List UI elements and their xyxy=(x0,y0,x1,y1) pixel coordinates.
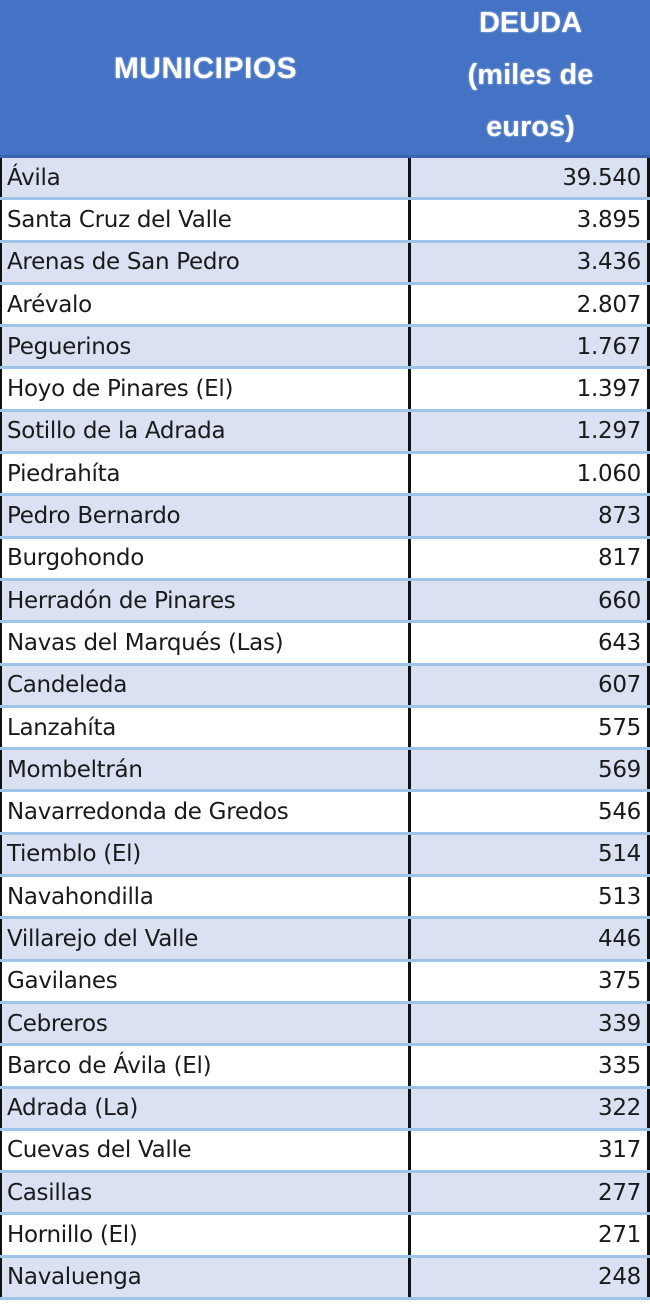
header-deuda: DEUDA (miles de euros) xyxy=(411,0,650,155)
municipio-cell: Adrada (La) xyxy=(0,1088,411,1128)
deuda-cell: 660 xyxy=(411,580,650,621)
deuda-cell: 277 xyxy=(411,1173,650,1213)
header-municipios: MUNICIPIOS xyxy=(113,51,298,85)
table-row: Lanzahíta 575 xyxy=(0,707,650,751)
table-row: Arévalo 2.807 xyxy=(0,284,650,328)
table-row: Cebreros 339 xyxy=(0,1003,650,1047)
deuda-cell: 1.397 xyxy=(411,369,650,409)
municipio-cell: Candeleda xyxy=(0,665,411,705)
table-row: Piedrahíta 1.060 xyxy=(0,454,650,497)
table-row: Sotillo de la Adrada 1.297 xyxy=(0,411,650,455)
municipio-cell: Navarredonda de Gredos xyxy=(0,792,411,832)
municipio-cell: Arévalo xyxy=(0,284,411,325)
deuda-cell: 248 xyxy=(411,1257,650,1298)
municipio-cell: Barco de Ávila (El) xyxy=(0,1046,411,1086)
deuda-cell: 335 xyxy=(411,1046,650,1086)
table-row: Navahondilla 513 xyxy=(0,877,650,920)
header-deuda-line3: euros) xyxy=(486,110,575,143)
table-body: Ávila 39.540 Santa Cruz del Valle 3.895 Aren… xyxy=(0,158,650,1301)
table-row: Hoyo de Pinares (El) 1.397 xyxy=(0,369,650,412)
municipio-cell: Pedro Bernardo xyxy=(0,496,411,536)
table-row: Navas del Marqués (Las) 643 xyxy=(0,623,650,666)
deuda-cell: 3.895 xyxy=(411,200,650,240)
table-header: MUNICIPIOS DEUDA (miles de euros) xyxy=(0,0,650,158)
deuda-cell: 39.540 xyxy=(411,158,650,198)
table-row: Gavilanes 375 xyxy=(0,961,650,1004)
municipio-cell: Burgohondo xyxy=(0,538,411,578)
municipio-cell: Cebreros xyxy=(0,1003,411,1044)
municipio-cell: Villarejo del Valle xyxy=(0,919,411,959)
municipio-cell: Arenas de San Pedro xyxy=(0,242,411,282)
municipio-cell: Tiemblo (El) xyxy=(0,834,411,875)
table-row: Navaluenga 248 xyxy=(0,1257,650,1301)
municipio-cell: Gavilanes xyxy=(0,961,411,1001)
deuda-cell: 1.060 xyxy=(411,454,650,494)
header-deuda-line1: DEUDA xyxy=(478,6,583,39)
table-row: Ávila 39.540 xyxy=(0,158,650,201)
municipio-cell: Piedrahíta xyxy=(0,454,411,494)
deuda-cell: 546 xyxy=(411,792,650,832)
table-row: Tiemblo (El) 514 xyxy=(0,834,650,878)
municipio-cell: Herradón de Pinares xyxy=(0,580,411,621)
deuda-cell: 271 xyxy=(411,1215,650,1255)
table-row: Casillas 277 xyxy=(0,1173,650,1216)
table-row: Arenas de San Pedro 3.436 xyxy=(0,242,650,285)
deuda-cell: 446 xyxy=(411,919,650,959)
deuda-cell: 514 xyxy=(411,834,650,875)
deuda-cell: 817 xyxy=(411,538,650,578)
table-row: Mombeltrán 569 xyxy=(0,750,650,793)
deuda-cell: 339 xyxy=(411,1003,650,1044)
table-row: Hornillo (El) 271 xyxy=(0,1215,650,1258)
table-row: Herradón de Pinares 660 xyxy=(0,580,650,624)
table-row: Peguerinos 1.767 xyxy=(0,327,650,370)
table-row: Cuevas del Valle 317 xyxy=(0,1130,650,1174)
table-row: Santa Cruz del Valle 3.895 xyxy=(0,200,650,243)
deuda-cell: 513 xyxy=(411,877,650,917)
deuda-cell: 322 xyxy=(411,1088,650,1128)
deuda-cell: 575 xyxy=(411,707,650,748)
deuda-cell: 375 xyxy=(411,961,650,1001)
municipio-cell: Hoyo de Pinares (El) xyxy=(0,369,411,409)
header-deuda-line2: (miles de xyxy=(467,58,594,91)
municipio-cell: Hornillo (El) xyxy=(0,1215,411,1255)
deuda-cell: 1.767 xyxy=(411,327,650,367)
municipio-cell: Navaluenga xyxy=(0,1257,411,1298)
municipio-cell: Peguerinos xyxy=(0,327,411,367)
municipio-cell: Lanzahíta xyxy=(0,707,411,748)
municipio-cell: Navas del Marqués (Las) xyxy=(0,623,411,663)
table-row: Candeleda 607 xyxy=(0,665,650,708)
deuda-cell: 1.297 xyxy=(411,411,650,452)
municipio-cell: Sotillo de la Adrada xyxy=(0,411,411,452)
table-row: Navarredonda de Gredos 546 xyxy=(0,792,650,835)
deuda-cell: 607 xyxy=(411,665,650,705)
municipio-cell: Santa Cruz del Valle xyxy=(0,200,411,240)
table-row: Adrada (La) 322 xyxy=(0,1088,650,1131)
deuda-cell: 569 xyxy=(411,750,650,790)
table-row: Pedro Bernardo 873 xyxy=(0,496,650,539)
municipio-cell: Mombeltrán xyxy=(0,750,411,790)
municipio-cell: Navahondilla xyxy=(0,877,411,917)
deuda-cell: 873 xyxy=(411,496,650,536)
table-row: Burgohondo 817 xyxy=(0,538,650,581)
deuda-cell: 317 xyxy=(411,1130,650,1171)
municipio-cell: Casillas xyxy=(0,1173,411,1213)
municipio-cell: Cuevas del Valle xyxy=(0,1130,411,1171)
table-row: Barco de Ávila (El) 335 xyxy=(0,1046,650,1089)
deuda-cell: 643 xyxy=(411,623,650,663)
table-row: Villarejo del Valle 446 xyxy=(0,919,650,962)
municipio-cell: Ávila xyxy=(0,158,411,198)
deuda-cell: 3.436 xyxy=(411,242,650,282)
deuda-cell: 2.807 xyxy=(411,284,650,325)
